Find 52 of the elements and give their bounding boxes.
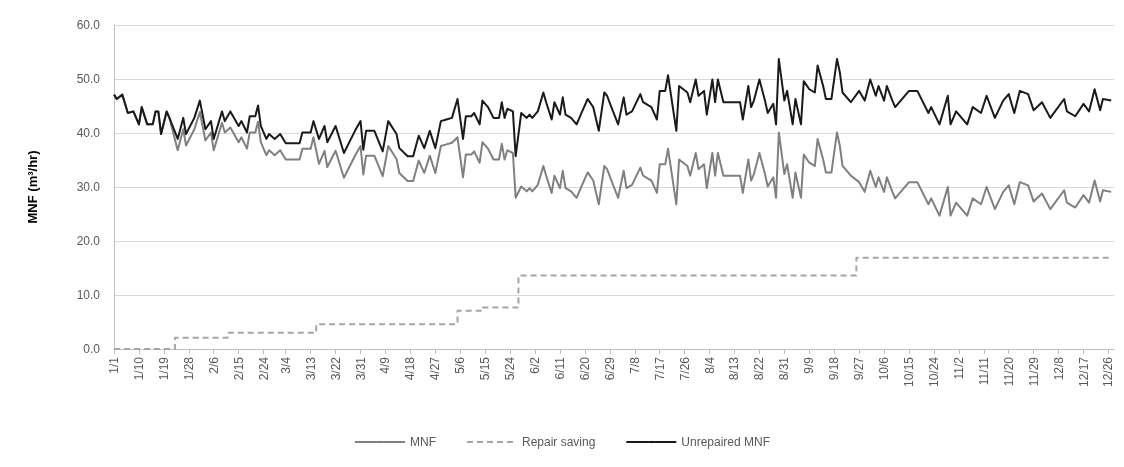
x-tick-label: 9/9 bbox=[802, 356, 817, 374]
x-tick-label: 6/11 bbox=[552, 356, 567, 380]
x-tick-label: 7/8 bbox=[627, 356, 642, 374]
x-tick-label: 4/27 bbox=[428, 356, 443, 381]
x-tick-label: 8/22 bbox=[752, 356, 767, 381]
x-tick-label: 2/6 bbox=[206, 356, 221, 374]
y-tick-label: 50.0 bbox=[76, 72, 101, 86]
x-tick-label: 4/18 bbox=[403, 356, 418, 381]
legend-label: MNF bbox=[409, 435, 436, 449]
y-tick-label: 0.0 bbox=[83, 342, 101, 356]
x-tick-label: 12/26 bbox=[1101, 356, 1116, 388]
x-tick-label: 8/31 bbox=[777, 356, 792, 381]
y-tick-label: 10.0 bbox=[76, 288, 101, 302]
x-tick-label: 5/15 bbox=[478, 356, 493, 381]
x-tick-label: 1/28 bbox=[181, 356, 196, 381]
x-tick-label: 12/17 bbox=[1076, 356, 1091, 388]
x-tick-label: 10/6 bbox=[877, 356, 892, 381]
x-tick-label: 11/11 bbox=[976, 356, 991, 386]
x-tick-label: 8/13 bbox=[727, 356, 742, 381]
x-tick-label: 1/1 bbox=[107, 356, 121, 374]
x-tick-label: 6/2 bbox=[528, 356, 543, 374]
x-tick-label: 12/8 bbox=[1051, 356, 1066, 381]
x-tick-label: 5/6 bbox=[453, 356, 468, 374]
x-tick-label: 1/10 bbox=[131, 356, 146, 381]
x-tick-label: 11/20 bbox=[1001, 356, 1016, 387]
y-axis-title: MNF (m³/hr) bbox=[25, 150, 40, 224]
x-tick-label: 3/31 bbox=[353, 356, 368, 381]
y-tick-label: 40.0 bbox=[76, 126, 101, 140]
x-tick-label: 10/15 bbox=[902, 356, 917, 388]
x-tick-label: 5/24 bbox=[503, 356, 518, 381]
x-tick-label: 6/20 bbox=[577, 356, 592, 381]
y-tick-label: 30.0 bbox=[76, 180, 101, 194]
x-tick-label: 3/4 bbox=[278, 356, 293, 374]
y-tick-label: 20.0 bbox=[76, 234, 101, 248]
x-tick-label: 11/29 bbox=[1026, 356, 1041, 387]
x-tick-label: 2/24 bbox=[256, 356, 271, 381]
x-tick-label: 10/24 bbox=[926, 356, 941, 388]
x-tick-label: 9/27 bbox=[852, 356, 867, 381]
x-tick-label: 3/13 bbox=[303, 356, 318, 381]
x-tick-label: 6/29 bbox=[602, 356, 617, 381]
x-tick-label: 8/4 bbox=[702, 356, 717, 374]
x-tick-label: 9/18 bbox=[827, 356, 842, 381]
legend-label: Repair saving bbox=[521, 435, 596, 449]
x-tick-label: 11/2 bbox=[951, 356, 966, 380]
x-tick-label: 3/22 bbox=[328, 356, 343, 381]
x-tick-label: 4/9 bbox=[378, 356, 393, 374]
legend-label: Unrepaired MNF bbox=[681, 435, 771, 449]
x-tick-label: 1/19 bbox=[156, 356, 171, 381]
x-tick-label: 7/17 bbox=[652, 356, 667, 381]
x-tick-label: 7/26 bbox=[677, 356, 692, 381]
x-tick-label: 2/15 bbox=[231, 356, 246, 381]
y-tick-label: 60.0 bbox=[76, 18, 101, 32]
